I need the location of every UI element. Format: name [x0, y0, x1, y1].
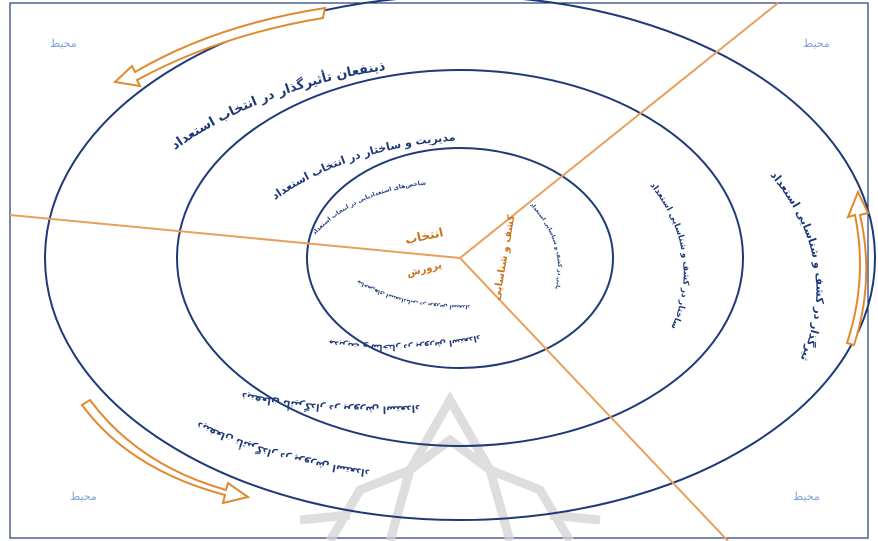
outer-ring-label-top: ذینفعان تأثیرگذار در انتخاب استعداد — [169, 59, 387, 153]
cycle-arrows — [80, 6, 870, 505]
inner-ring-label-top-path: شاخص‌های استعدادیابی در انتخاب استعداد — [311, 180, 426, 237]
middle-ring-label-top: مدیریت و ساختار در انتخاب استعداد — [269, 131, 456, 203]
divider-left — [9, 214, 461, 259]
outer-ring-label-top-path: ذینفعان تأثیرگذار در انتخاب استعداد — [169, 59, 387, 153]
arrow-right-icon — [845, 189, 870, 347]
sector-dividers — [9, 2, 779, 541]
corner-label-top-left: محیط — [50, 37, 77, 50]
inner-ring-label-top: شاخص‌های استعدادیابی در انتخاب استعداد — [311, 180, 426, 237]
diagram-frame — [9, 2, 869, 539]
divider-bottom-right — [459, 257, 729, 541]
middle-ring-label-right: مدیریت و ساختار در کشف و شناسایی استعداد — [0, 0, 691, 334]
outer-ring-label-bottom-lower: ذینفعان تأثیرگذار در پرورش استعداد — [195, 419, 370, 478]
corner-label-top-right: محیط — [803, 37, 830, 50]
center-label-develop: پرورش — [406, 260, 444, 280]
middle-ring — [176, 69, 744, 447]
arrow-bottom-left-icon — [80, 398, 251, 505]
outer-ring-label-bottom-upper-path: ذینفعان تأثیرگذار در پرورش استعداد — [241, 390, 421, 415]
inner-ring — [306, 147, 614, 369]
corner-label-bottom-right: محیط — [793, 490, 820, 503]
arrow-top-icon — [112, 6, 327, 88]
outer-ring-label-bottom-lower-path: ذینفعان تأثیرگذار در پرورش استعداد — [195, 419, 370, 478]
center-label-discover: کشف و شناسایی — [492, 214, 518, 301]
inner-ring-label-bottom: شاخص‌های استعدادیابی در پرورش استعداد — [356, 278, 470, 309]
outer-ring — [44, 0, 876, 521]
middle-ring-label-right-path: مدیریت و ساختار در کشف و شناسایی استعداد — [0, 0, 691, 334]
watermark-logo — [299, 390, 601, 541]
inner-ring-label-bottom-path: شاخص‌های استعدادیابی در پرورش استعداد — [356, 278, 470, 309]
corner-label-bottom-left: محیط — [70, 490, 97, 503]
divider-top-right — [459, 2, 779, 259]
center-label-select: انتخاب — [404, 225, 445, 247]
middle-ring-label-top-path: مدیریت و ساختار در انتخاب استعداد — [269, 131, 456, 203]
outer-ring-label-bottom-upper: ذینفعان تأثیرگذار در پرورش استعداد — [241, 390, 421, 415]
